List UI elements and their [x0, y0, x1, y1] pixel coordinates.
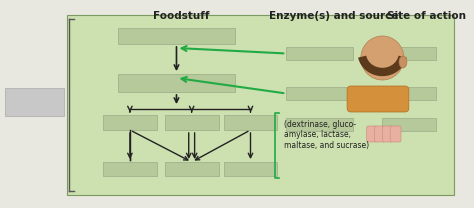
Bar: [383, 87, 436, 100]
Ellipse shape: [399, 56, 407, 68]
Bar: [383, 47, 436, 60]
Bar: [103, 115, 157, 130]
Bar: [286, 118, 353, 131]
Bar: [164, 162, 219, 176]
Bar: [118, 74, 235, 92]
Circle shape: [361, 36, 404, 80]
Text: Enzyme(s) and source: Enzyme(s) and source: [269, 11, 398, 21]
FancyBboxPatch shape: [347, 86, 409, 112]
Bar: [286, 47, 353, 60]
Bar: [118, 28, 235, 44]
FancyBboxPatch shape: [383, 126, 393, 142]
Bar: [286, 87, 353, 100]
Bar: [5, 88, 64, 116]
Bar: [224, 162, 277, 176]
Bar: [164, 115, 219, 130]
Text: Site of action: Site of action: [387, 11, 466, 21]
FancyBboxPatch shape: [374, 126, 385, 142]
Bar: [67, 15, 454, 195]
FancyBboxPatch shape: [367, 126, 377, 142]
Bar: [383, 118, 436, 131]
Bar: [103, 162, 157, 176]
Text: (dextrinase, gluco-
amylase, lactase,
maltase, and sucrase): (dextrinase, gluco- amylase, lactase, ma…: [284, 120, 369, 150]
FancyBboxPatch shape: [390, 126, 401, 142]
Text: Foodstuff: Foodstuff: [153, 11, 210, 21]
Bar: [224, 115, 277, 130]
